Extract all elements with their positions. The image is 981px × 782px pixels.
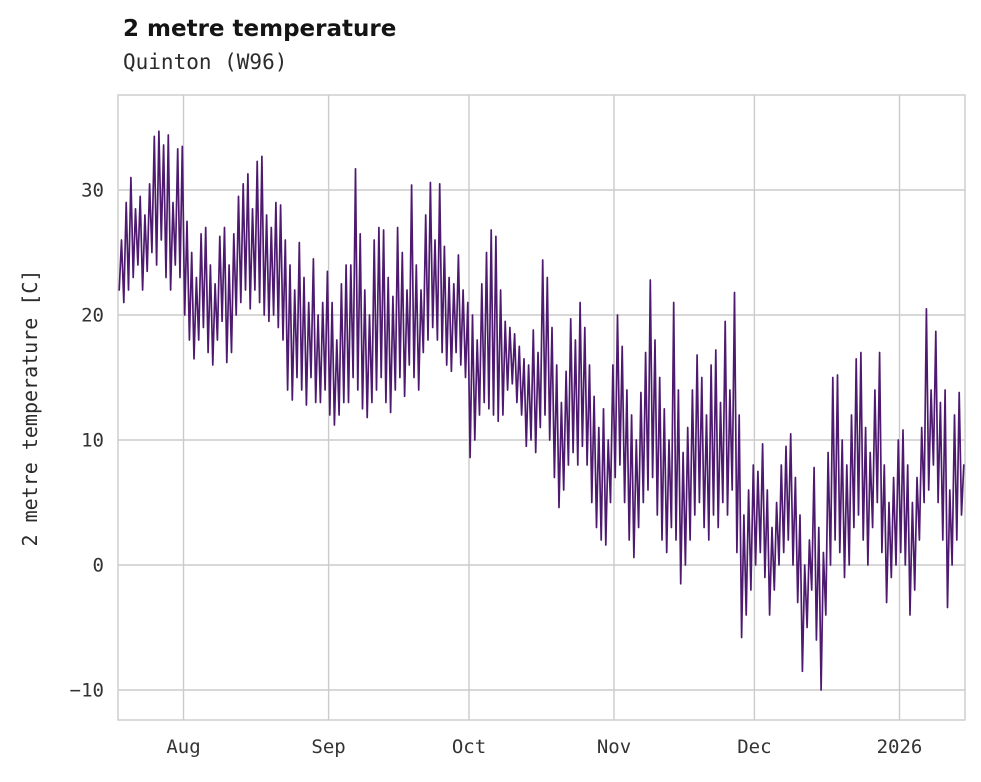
- y-tick-label: 10: [81, 430, 104, 452]
- x-tick-label: Dec: [737, 736, 771, 758]
- chart-title: 2 metre temperature: [123, 16, 397, 42]
- x-tick-label: Nov: [597, 736, 631, 758]
- x-tick-label: Oct: [452, 736, 486, 758]
- y-tick-label: −10: [70, 680, 104, 702]
- x-tick-label: Sep: [311, 736, 345, 758]
- y-tick-label: 20: [81, 305, 104, 327]
- x-tick-label: Aug: [166, 736, 200, 758]
- plot-background: [118, 95, 965, 720]
- chart-subtitle: Quinton (W96): [123, 50, 288, 74]
- temperature-line: [118, 130, 965, 691]
- plot-frame: [117, 94, 966, 721]
- y-tick-label: 30: [81, 180, 104, 202]
- y-tick-label: 0: [93, 555, 104, 577]
- x-tick-label: 2026: [877, 736, 923, 758]
